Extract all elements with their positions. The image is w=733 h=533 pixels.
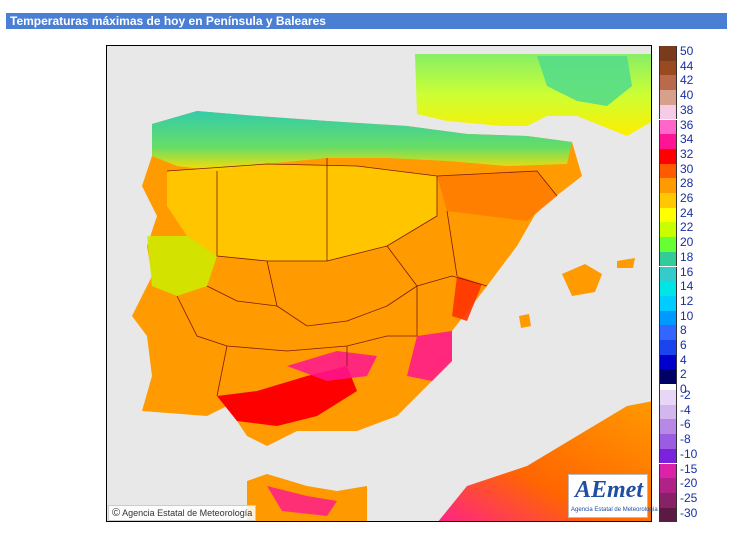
legend-label: 14 xyxy=(680,279,694,294)
legend-swatch xyxy=(659,75,677,91)
aemet-logo: AEmet Agencia Estatal de Meteorología xyxy=(568,474,658,518)
legend-swatch xyxy=(659,310,677,326)
legend-swatch xyxy=(659,148,677,164)
legend-label: 50 xyxy=(680,44,694,58)
mallorca xyxy=(562,264,602,296)
legend-swatch xyxy=(659,163,677,179)
legend-swatch xyxy=(659,419,677,435)
legend-swatch xyxy=(659,295,677,311)
legend-label: -4 xyxy=(680,402,691,417)
valencia-hot-zone xyxy=(452,276,482,321)
south-pink-zone xyxy=(287,351,377,381)
legend-swatch xyxy=(659,193,677,208)
temperature-map xyxy=(106,45,652,522)
temperature-legend: 50 44 42 40 38 36 34 32 30 28 26 24 22 20 18 16 14 12 10 8 6… xyxy=(659,44,729,523)
legend-swatch xyxy=(659,222,677,238)
legend-label: 4 xyxy=(680,352,687,367)
legend-swatch xyxy=(659,119,677,135)
legend-label: 10 xyxy=(680,308,694,323)
legend-label: 0 xyxy=(680,382,687,397)
legend-swatch xyxy=(659,90,677,105)
map-title: Temperaturas máximas de hoy en Península… xyxy=(6,13,727,29)
legend-label: 2 xyxy=(680,367,687,382)
legend-label: 42 xyxy=(680,73,694,88)
legend-label: 40 xyxy=(680,88,694,103)
legend-swatch xyxy=(659,104,677,120)
france-teal-patch xyxy=(537,56,632,106)
legend-swatch xyxy=(659,46,677,61)
legend-swatch xyxy=(659,463,677,479)
legend-swatch xyxy=(659,178,677,193)
legend-label: -6 xyxy=(680,417,691,432)
legend-swatch xyxy=(659,448,677,464)
legend-swatch xyxy=(659,325,677,340)
legend-label: -20 xyxy=(680,476,698,491)
legend-swatch xyxy=(659,434,677,449)
legend-swatch xyxy=(659,251,677,267)
region-borders xyxy=(166,158,558,397)
northern-cool-band xyxy=(152,111,572,171)
legend-swatch xyxy=(659,207,677,223)
legend-label: -2 xyxy=(680,388,691,402)
aemet-logo-subtitle: Agencia Estatal de Meteorología xyxy=(571,507,658,513)
legend-swatch xyxy=(659,354,677,370)
legend-label: -30 xyxy=(680,505,698,520)
legend-label: -15 xyxy=(680,461,698,476)
guadalquivir-hot-zone xyxy=(217,366,357,426)
legend-swatch xyxy=(659,134,677,149)
legend-swatch xyxy=(659,60,677,76)
legend-label: 26 xyxy=(680,191,694,205)
legend-label: 24 xyxy=(680,205,694,220)
legend-swatch xyxy=(659,369,677,385)
copyright-icon: © xyxy=(112,507,121,519)
legend-label: 22 xyxy=(680,220,694,235)
legend-label: 34 xyxy=(680,132,694,147)
plateau-region xyxy=(167,164,437,261)
legend-label: -8 xyxy=(680,432,691,447)
menorca xyxy=(617,258,635,268)
legend-label: 30 xyxy=(680,161,694,176)
legend-label: 12 xyxy=(680,293,694,308)
rif-pink-zone xyxy=(267,486,337,516)
legend-label: -10 xyxy=(680,446,698,461)
legend-label: 16 xyxy=(680,264,694,279)
legend-swatch xyxy=(659,281,677,296)
legend-swatch xyxy=(659,478,677,493)
murcia-hot-zone xyxy=(407,331,452,381)
legend-label: 6 xyxy=(680,338,687,352)
aemet-credit: © Agencia Estatal de Meteorología xyxy=(108,505,257,521)
legend-label: -25 xyxy=(680,490,698,505)
legend-swatch xyxy=(659,507,677,523)
credit-text: Agencia Estatal de Meteorología xyxy=(122,508,253,518)
legend-swatch xyxy=(659,340,677,355)
legend-label: 20 xyxy=(680,235,694,250)
legend-label: 8 xyxy=(680,323,687,338)
legend-swatch xyxy=(659,237,677,252)
legend-label: 36 xyxy=(680,117,694,132)
legend-swatch xyxy=(659,266,677,282)
legend-swatch xyxy=(659,492,677,508)
legend-label: 18 xyxy=(680,249,694,264)
legend-label: 44 xyxy=(680,58,694,73)
ebro-region xyxy=(437,171,557,221)
legend-label: 38 xyxy=(680,102,694,117)
legend-swatch xyxy=(659,404,677,420)
legend-label: 28 xyxy=(680,176,694,191)
aemet-logo-mark: AEmet xyxy=(575,477,644,503)
legend-swatch xyxy=(659,390,677,405)
legend-label: 32 xyxy=(680,146,694,161)
western-green-band xyxy=(147,236,217,296)
map-svg xyxy=(132,54,651,521)
ibiza xyxy=(519,314,531,328)
